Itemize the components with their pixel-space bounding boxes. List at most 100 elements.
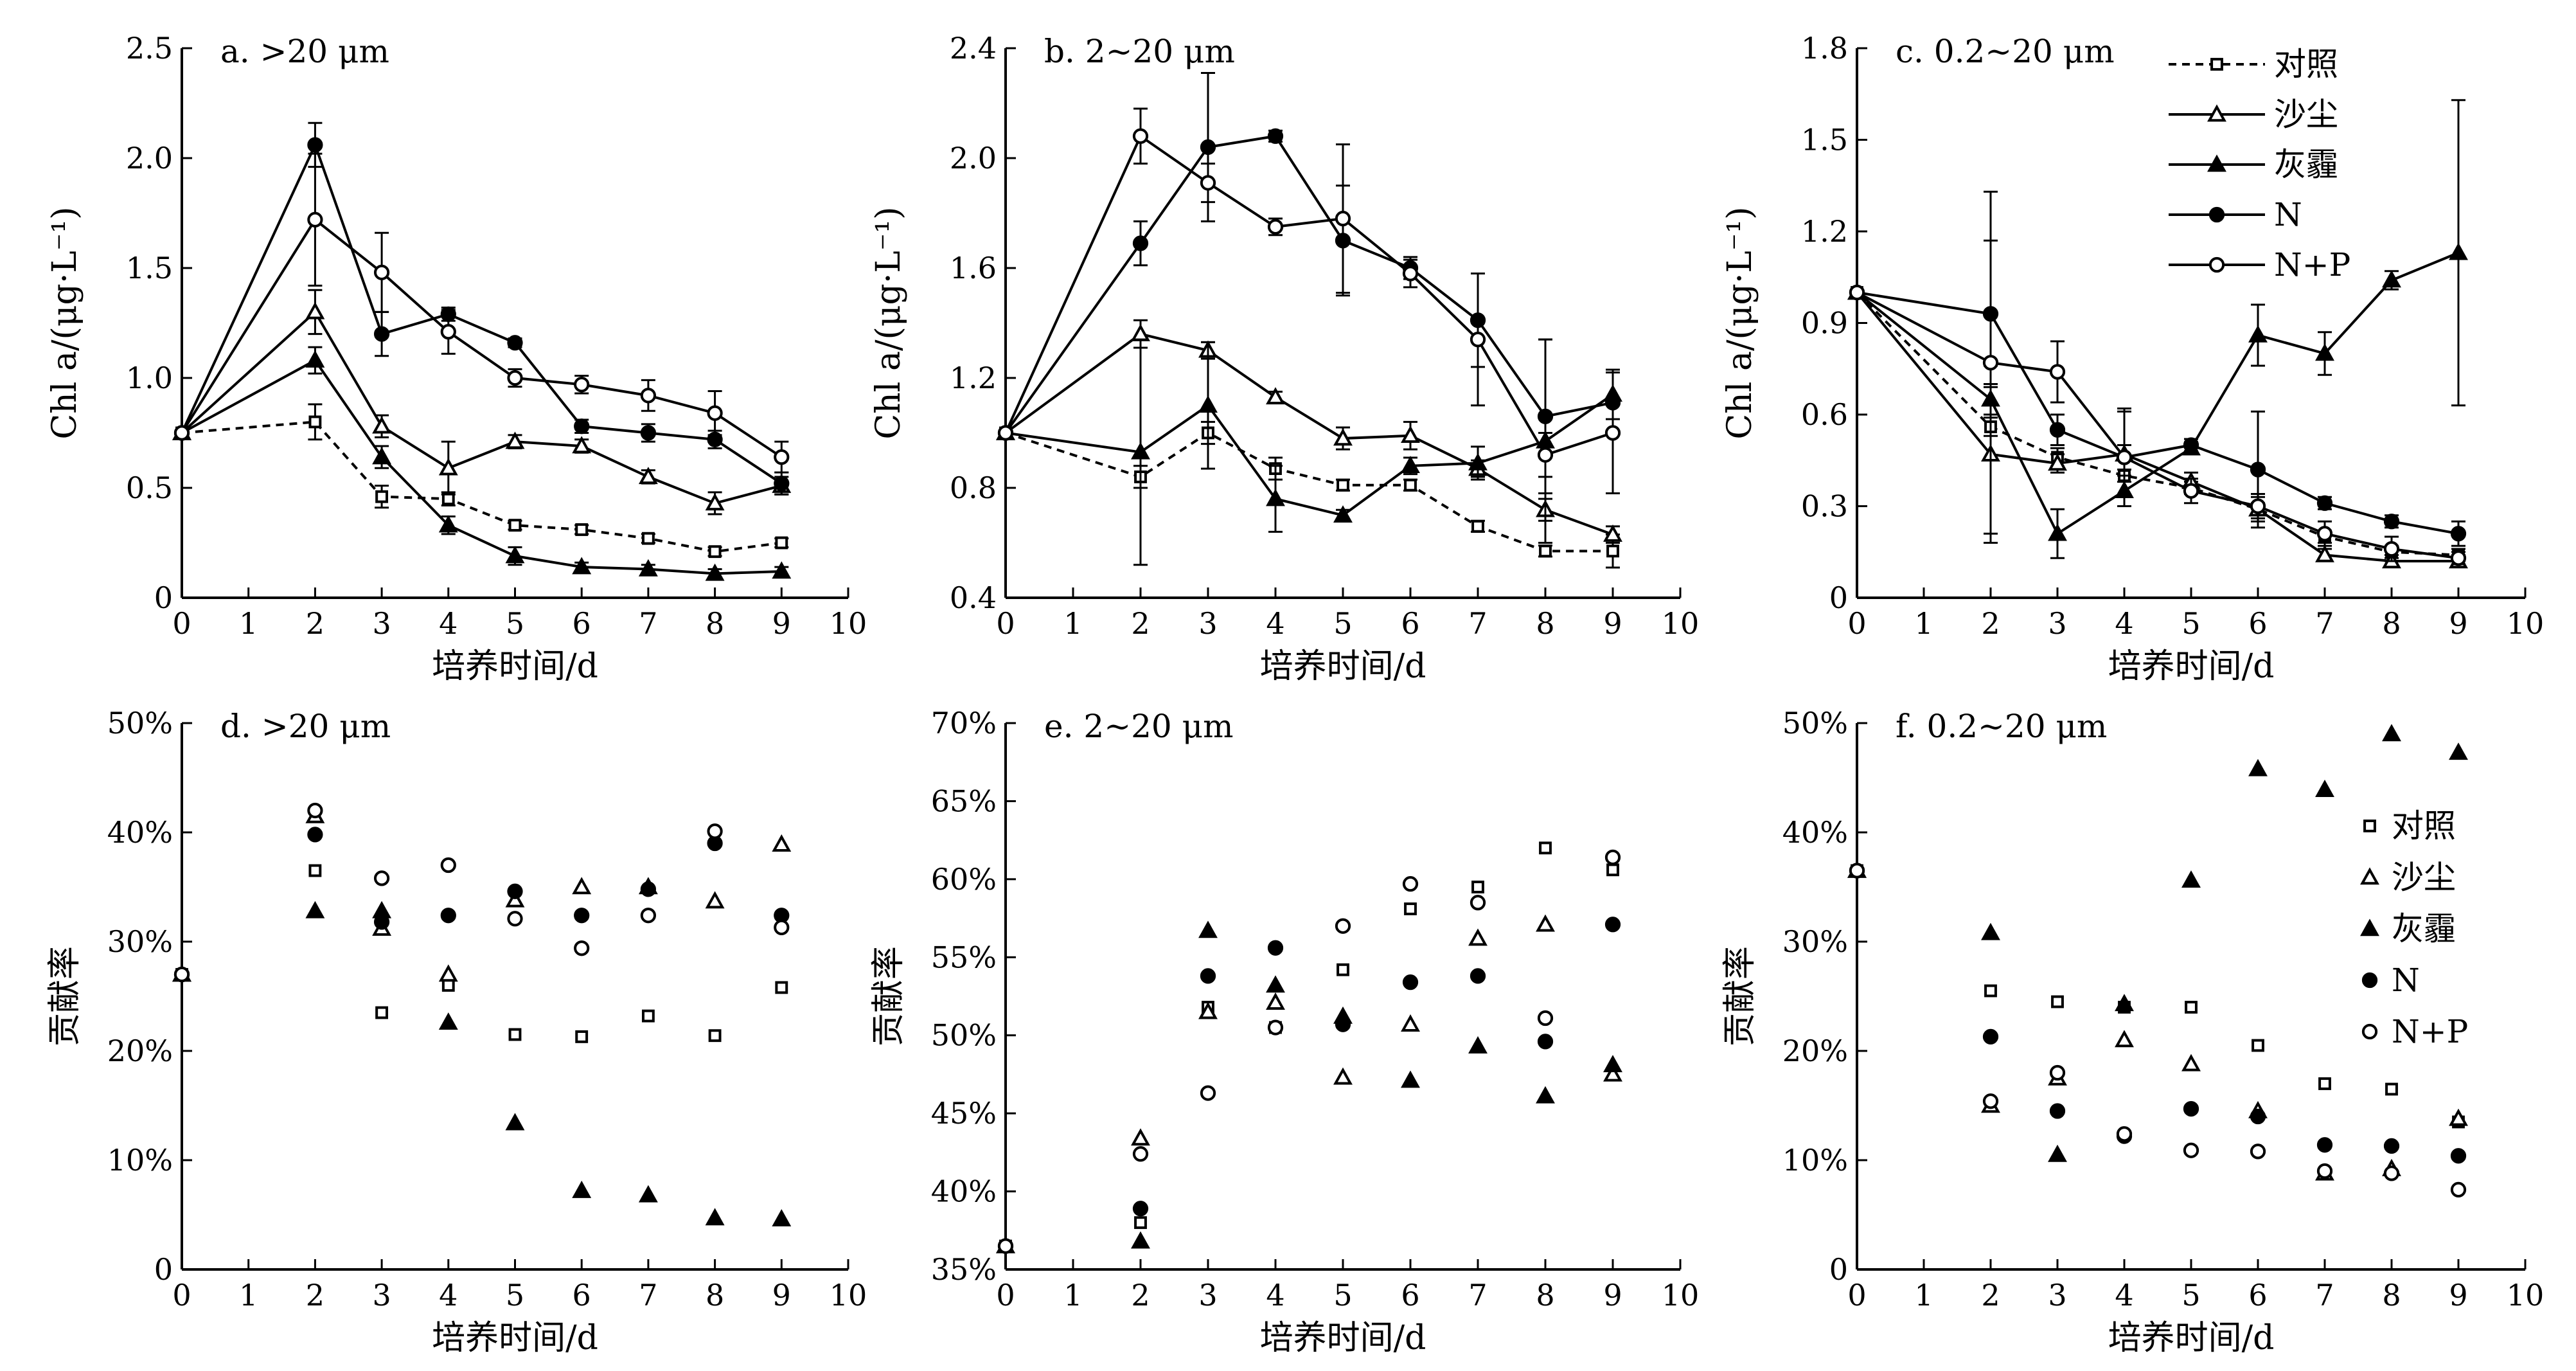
data-point bbox=[1604, 425, 1621, 441]
x-tick-label: 2 bbox=[1981, 606, 2000, 641]
data-point bbox=[2181, 1053, 2201, 1071]
data-point bbox=[2383, 514, 2400, 530]
data-point bbox=[1603, 1055, 1622, 1073]
series-灰霾 bbox=[996, 338, 1622, 566]
y-tick-label: 30% bbox=[1782, 924, 1848, 959]
data-point bbox=[1335, 1016, 1351, 1032]
series-对照 bbox=[1851, 864, 2465, 1129]
data-point bbox=[372, 447, 392, 465]
data-point bbox=[505, 546, 525, 564]
data-point bbox=[173, 425, 190, 441]
data-point bbox=[1267, 940, 1284, 956]
data-point bbox=[774, 449, 790, 465]
data-point bbox=[640, 908, 657, 924]
x-tick-label: 6 bbox=[2248, 1278, 2267, 1313]
data-point bbox=[705, 563, 725, 581]
data-point bbox=[1335, 210, 1351, 227]
x-tick-label: 8 bbox=[1536, 1278, 1554, 1313]
data-point bbox=[1131, 1128, 1150, 1146]
data-point bbox=[775, 981, 788, 994]
x-tick-label: 10 bbox=[2507, 1278, 2545, 1313]
y-tick-label: 50% bbox=[1782, 706, 1848, 740]
series-N bbox=[997, 917, 1621, 1254]
data-point bbox=[1849, 863, 1865, 879]
panel-a: 0 1 2 3 4 5 6 7 8 9 10 0 0.5 1.0 1.5 2.0 2.5 培养时间/d Chl a/… bbox=[46, 31, 867, 686]
legend-label: 灰霾 bbox=[2392, 910, 2456, 947]
legend-marker bbox=[2207, 154, 2226, 172]
data-point bbox=[1401, 456, 1420, 474]
data-point bbox=[641, 532, 655, 545]
legend-item: N+P bbox=[2361, 1013, 2468, 1050]
legend-marker bbox=[2210, 58, 2223, 71]
data-point bbox=[997, 1238, 1014, 1254]
x-tick-label: 5 bbox=[1333, 1278, 1352, 1313]
y-tick-label: 0 bbox=[1829, 1252, 1848, 1287]
series-N+P bbox=[173, 802, 790, 983]
data-point bbox=[1337, 478, 1349, 492]
data-point bbox=[1537, 408, 1554, 424]
data-point bbox=[1267, 219, 1284, 235]
y-tick-label: 0.8 bbox=[950, 470, 997, 505]
x-tick-label: 7 bbox=[639, 606, 657, 641]
legend-marker bbox=[2208, 256, 2225, 273]
legend-label: N bbox=[2392, 962, 2420, 999]
x-tick-label: 0 bbox=[172, 1278, 191, 1313]
panel-e: 0 1 2 3 4 5 6 7 8 9 10 35% 40% 45% 50% 55% 60% 65% 70% 培养时间… bbox=[869, 706, 1699, 1358]
y-tick-label: 1.8 bbox=[1801, 31, 1848, 66]
data-point bbox=[1539, 544, 1552, 558]
data-point bbox=[1604, 917, 1621, 933]
data-point bbox=[1470, 895, 1486, 911]
x-tick-label: 9 bbox=[772, 606, 791, 641]
data-point bbox=[1536, 914, 1555, 932]
series-line bbox=[181, 420, 782, 553]
y-tick-label: 0.4 bbox=[950, 580, 997, 615]
series-沙尘 bbox=[1847, 860, 2468, 1181]
data-point bbox=[1198, 395, 1218, 413]
y-axis-title: Chl a/(μg·L⁻¹) bbox=[1721, 207, 1759, 440]
y-tick-label: 30% bbox=[107, 924, 173, 959]
data-point bbox=[707, 823, 723, 839]
data-point bbox=[2049, 364, 2066, 380]
y-tick-label: 2.0 bbox=[950, 141, 997, 175]
data-point bbox=[2049, 1064, 2066, 1081]
legend-marker bbox=[2207, 104, 2226, 122]
data-point bbox=[640, 388, 657, 404]
legend-label: 对照 bbox=[2274, 46, 2338, 83]
x-tick-label: 10 bbox=[830, 606, 867, 641]
data-point bbox=[572, 557, 592, 575]
series-沙尘 bbox=[172, 805, 792, 982]
x-tick-label: 1 bbox=[1063, 606, 1082, 641]
series-line bbox=[1856, 291, 2459, 535]
x-tick-label: 2 bbox=[306, 606, 324, 641]
data-point bbox=[305, 350, 325, 368]
data-point bbox=[2116, 1126, 2133, 1142]
legend-item: 对照 bbox=[2169, 46, 2338, 83]
data-point bbox=[173, 966, 190, 983]
x-tick-label: 8 bbox=[706, 1278, 724, 1313]
data-point bbox=[2383, 541, 2400, 557]
series-line bbox=[1004, 134, 1613, 434]
data-point bbox=[375, 490, 389, 503]
x-tick-label: 6 bbox=[573, 606, 591, 641]
x-axis-title: 培养时间/d bbox=[1260, 1319, 1426, 1358]
data-point bbox=[1537, 1010, 1554, 1026]
x-tick-label: 1 bbox=[239, 1278, 258, 1313]
data-point bbox=[707, 405, 723, 421]
data-point bbox=[1266, 975, 1285, 993]
legend-label: 对照 bbox=[2392, 807, 2456, 845]
x-tick-label: 5 bbox=[2181, 1278, 2200, 1313]
data-point bbox=[2450, 1148, 2467, 1164]
x-tick-label: 3 bbox=[372, 606, 391, 641]
data-point bbox=[440, 324, 456, 340]
data-point bbox=[1198, 1001, 1218, 1019]
x-tick-label: 0 bbox=[1847, 1278, 1866, 1313]
x-tick-label: 5 bbox=[1333, 606, 1352, 641]
data-point bbox=[1404, 478, 1417, 492]
data-point bbox=[2316, 495, 2333, 511]
data-point bbox=[774, 476, 790, 492]
data-point bbox=[1539, 841, 1552, 855]
y-tick-label: 2.5 bbox=[126, 31, 173, 66]
x-tick-label: 5 bbox=[506, 1278, 524, 1313]
data-point bbox=[2450, 526, 2467, 542]
data-point bbox=[2315, 343, 2334, 361]
